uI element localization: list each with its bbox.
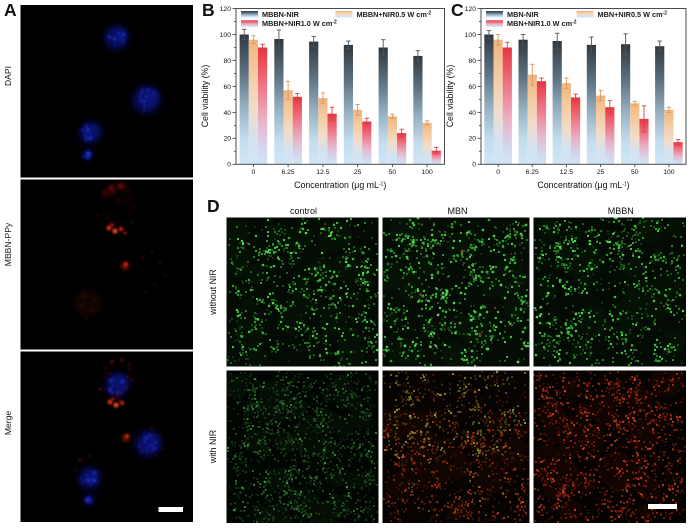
svg-text:60: 60 bbox=[468, 84, 476, 91]
svg-text:with NIR: with NIR bbox=[208, 430, 218, 464]
svg-text:6.25: 6.25 bbox=[526, 169, 539, 176]
svg-text:Concentration (μg mL-1): Concentration (μg mL-1) bbox=[537, 180, 629, 190]
svg-text:12.5: 12.5 bbox=[560, 169, 573, 176]
svg-text:50: 50 bbox=[631, 169, 639, 176]
svg-text:100: 100 bbox=[220, 32, 232, 39]
svg-text:20: 20 bbox=[468, 136, 476, 143]
svg-text:control: control bbox=[290, 206, 317, 216]
svg-text:25: 25 bbox=[354, 169, 362, 176]
svg-text:Merge: Merge bbox=[3, 411, 13, 436]
svg-text:80: 80 bbox=[468, 58, 476, 65]
svg-text:D: D bbox=[207, 196, 220, 216]
svg-text:MBBN: MBBN bbox=[608, 206, 634, 216]
svg-text:0: 0 bbox=[496, 169, 500, 176]
svg-text:MBN-NIR: MBN-NIR bbox=[507, 10, 539, 19]
svg-text:100: 100 bbox=[421, 169, 433, 176]
svg-text:50: 50 bbox=[389, 169, 397, 176]
svg-text:MBN+NIR1.0 W cm-2: MBN+NIR1.0 W cm-2 bbox=[507, 19, 577, 28]
svg-text:40: 40 bbox=[223, 110, 231, 117]
svg-text:80: 80 bbox=[223, 58, 231, 65]
svg-text:C: C bbox=[451, 0, 464, 20]
svg-text:MBBN-PPy: MBBN-PPy bbox=[3, 222, 13, 266]
svg-text:120: 120 bbox=[220, 6, 232, 13]
svg-text:Cell viability (%): Cell viability (%) bbox=[200, 65, 210, 128]
svg-text:DAPI: DAPI bbox=[3, 66, 13, 86]
svg-text:MBBN-NIR: MBBN-NIR bbox=[262, 10, 300, 19]
svg-text:0: 0 bbox=[472, 162, 476, 169]
svg-text:MBN+NIR0.5 W cm-2: MBN+NIR0.5 W cm-2 bbox=[598, 10, 668, 19]
svg-text:25: 25 bbox=[597, 169, 605, 176]
svg-text:A: A bbox=[4, 0, 17, 20]
svg-text:100: 100 bbox=[663, 169, 675, 176]
svg-text:0: 0 bbox=[227, 162, 231, 169]
svg-text:without NIR: without NIR bbox=[208, 269, 218, 315]
svg-text:60: 60 bbox=[223, 84, 231, 91]
svg-text:6.25: 6.25 bbox=[281, 169, 294, 176]
svg-text:20: 20 bbox=[223, 136, 231, 143]
svg-text:100: 100 bbox=[465, 32, 477, 39]
svg-text:120: 120 bbox=[465, 6, 477, 13]
svg-text:MBBN+NIR0.5 W cm-2: MBBN+NIR0.5 W cm-2 bbox=[357, 10, 432, 19]
svg-text:40: 40 bbox=[468, 110, 476, 117]
svg-text:MBN: MBN bbox=[448, 206, 468, 216]
svg-text:B: B bbox=[202, 0, 215, 20]
svg-text:Concentration (μg mL-1): Concentration (μg mL-1) bbox=[294, 180, 386, 190]
svg-text:12.5: 12.5 bbox=[316, 169, 329, 176]
svg-text:0: 0 bbox=[252, 169, 256, 176]
svg-text:MBBN+NIR1.0 W cm-2: MBBN+NIR1.0 W cm-2 bbox=[262, 19, 337, 28]
svg-text:Cell viability (%): Cell viability (%) bbox=[445, 65, 455, 128]
